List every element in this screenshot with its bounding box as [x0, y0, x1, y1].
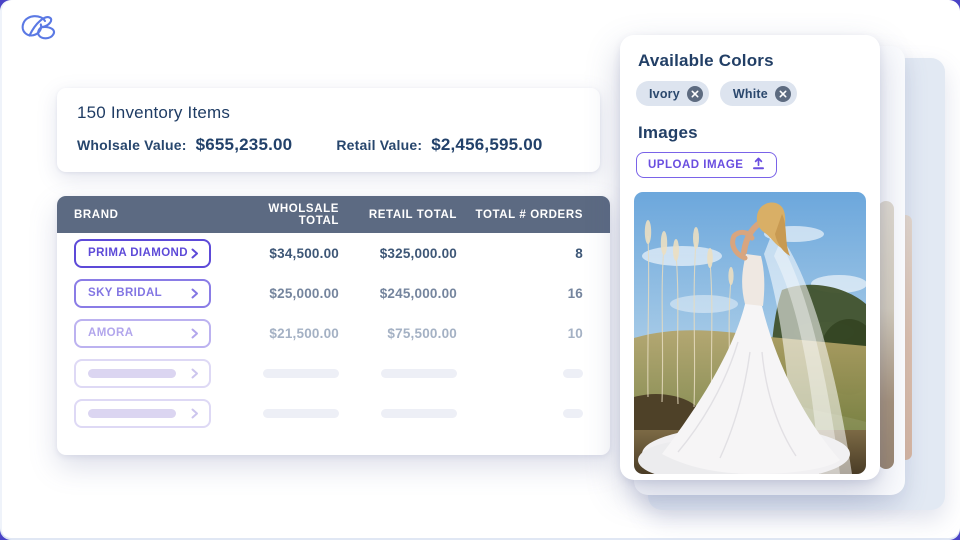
chevron-right-icon	[191, 328, 199, 339]
color-chip-ivory: Ivory	[636, 81, 709, 106]
available-colors-heading: Available Colors	[638, 51, 774, 70]
remove-color-icon[interactable]	[686, 85, 703, 102]
chip-label: Ivory	[649, 86, 680, 101]
inventory-summary-card: 150 Inventory Items Wholsale Value: $655…	[57, 88, 600, 172]
color-chip-white: White	[719, 81, 797, 106]
upload-icon	[752, 157, 765, 173]
retail-total-cell: $245,000.00	[379, 285, 457, 301]
brand-button-label: SKY BRIDAL	[88, 287, 163, 299]
skeleton-pill	[263, 408, 339, 418]
table-header-row: BRAND WHOLSALE TOTAL RETAIL TOTAL TOTAL …	[57, 196, 610, 233]
table-row-skeleton	[57, 393, 610, 433]
brand-button-label: PRIMA DIAMOND	[88, 247, 188, 259]
chevron-right-icon	[191, 368, 199, 379]
brand-button-placeholder	[74, 358, 211, 388]
brand-button-prima-diamond[interactable]: PRIMA DIAMOND	[74, 238, 211, 268]
brand-button-placeholder	[74, 398, 211, 428]
table-row: PRIMA DIAMOND $34,500.00 $325,000.00 8	[57, 233, 610, 273]
images-heading: Images	[638, 123, 698, 142]
remove-color-icon[interactable]	[774, 85, 791, 102]
retail-value-amount: $2,456,595.00	[431, 135, 543, 154]
column-header-retail-total: RETAIL TOTAL	[368, 208, 457, 221]
wholesale-total-cell: $21,500.00	[269, 325, 339, 341]
column-header-total-orders: TOTAL # ORDERS	[475, 208, 583, 221]
faded-photo-sliver	[878, 201, 894, 469]
brand-button-amora[interactable]: AMORA	[74, 318, 211, 348]
chevron-right-icon	[191, 288, 199, 299]
column-header-brand: BRAND	[74, 208, 119, 221]
wholesale-value-label: Wholsale Value:	[77, 137, 187, 153]
wholesale-value-amount: $655,235.00	[195, 135, 293, 154]
product-detail-panel: Available Colors Ivory White Images UPLO…	[620, 35, 880, 480]
table-row-skeleton	[57, 353, 610, 393]
retail-value-label: Retail Value:	[336, 137, 423, 153]
wholesale-total-cell: $34,500.00	[269, 245, 339, 261]
skeleton-pill	[88, 408, 176, 418]
chevron-right-icon	[191, 408, 199, 419]
upload-button-label: UPLOAD IMAGE	[648, 159, 744, 171]
color-chips-row: Ivory White	[636, 81, 866, 106]
total-orders-cell: 10	[567, 325, 583, 341]
skeleton-pill	[381, 408, 457, 418]
brand-button-label: AMORA	[88, 327, 134, 339]
chevron-right-icon	[191, 248, 199, 259]
retail-total-cell: $325,000.00	[379, 245, 457, 261]
inventory-values-row: Wholsale Value: $655,235.00 Retail Value…	[77, 135, 580, 155]
skeleton-pill	[88, 368, 176, 378]
total-orders-cell: 8	[575, 245, 583, 261]
column-header-wholesale-total: WHOLSALE TOTAL	[268, 202, 339, 227]
bride-photo	[634, 192, 866, 474]
inventory-count-title: 150 Inventory Items	[77, 103, 231, 122]
skeleton-pill	[381, 368, 457, 378]
skeleton-pill	[563, 368, 583, 378]
retail-total-cell: $75,500.00	[387, 325, 457, 341]
skeleton-pill	[263, 368, 339, 378]
skeleton-pill	[563, 408, 583, 418]
cb-monogram-icon	[21, 15, 56, 40]
brand-button-sky-bridal[interactable]: SKY BRIDAL	[74, 278, 211, 308]
company-logo	[16, 12, 60, 48]
table-row: AMORA $21,500.00 $75,500.00 10	[57, 313, 610, 353]
wholesale-total-cell: $25,000.00	[269, 285, 339, 301]
chip-label: White	[732, 86, 768, 101]
brand-inventory-table: BRAND WHOLSALE TOTAL RETAIL TOTAL TOTAL …	[57, 196, 610, 455]
total-orders-cell: 16	[567, 285, 583, 301]
table-row: SKY BRIDAL $25,000.00 $245,000.00 16	[57, 273, 610, 313]
upload-image-button[interactable]: UPLOAD IMAGE	[636, 152, 778, 178]
bride-photo-illustration	[634, 192, 866, 474]
